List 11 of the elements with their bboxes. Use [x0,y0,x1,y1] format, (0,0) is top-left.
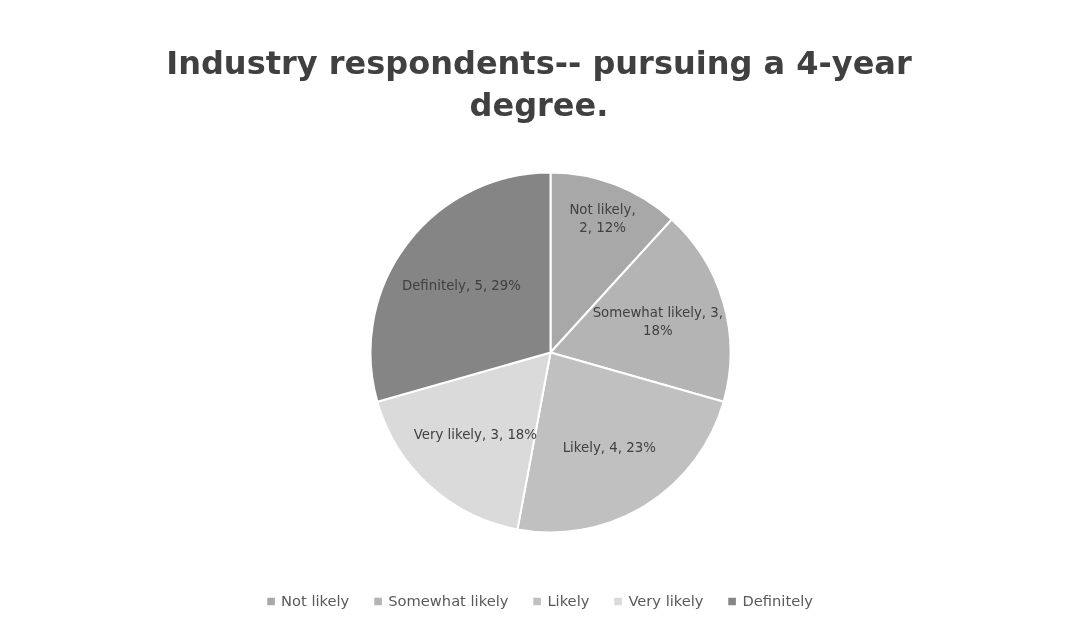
legend-label: Somewhat likely [388,592,509,609]
data-label: Very likely, 3, 18% [413,427,538,443]
chart-title: Industry respondents-- pursuing a 4-year degree. [166,43,912,124]
data-label: Definitely, 5, 29% [401,277,521,293]
legend-label: Definitely [742,592,813,609]
data-label: Not likely, 2, 12% [569,201,636,235]
data-label: Likely, 4, 23% [562,439,656,455]
legend-label: Likely [547,592,590,609]
data-label: Somewhat likely, 3, 18% [592,305,724,339]
legend-label: Very likely [628,592,704,609]
legend-label: Not likely [281,592,350,609]
